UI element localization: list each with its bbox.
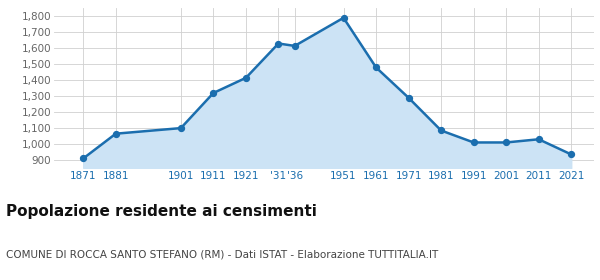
Point bbox=[274, 41, 283, 46]
Point bbox=[436, 128, 446, 133]
Point bbox=[404, 95, 413, 100]
Point bbox=[79, 156, 88, 161]
Point bbox=[339, 16, 349, 20]
Point bbox=[502, 140, 511, 145]
Point bbox=[534, 137, 544, 141]
Text: COMUNE DI ROCCA SANTO STEFANO (RM) - Dati ISTAT - Elaborazione TUTTITALIA.IT: COMUNE DI ROCCA SANTO STEFANO (RM) - Dat… bbox=[6, 249, 438, 259]
Point bbox=[371, 65, 381, 70]
Point bbox=[111, 131, 121, 136]
Point bbox=[209, 91, 218, 95]
Point bbox=[241, 76, 251, 80]
Point bbox=[469, 140, 478, 145]
Text: Popolazione residente ai censimenti: Popolazione residente ai censimenti bbox=[6, 204, 317, 220]
Point bbox=[290, 44, 299, 48]
Point bbox=[176, 126, 185, 130]
Point bbox=[566, 152, 576, 157]
